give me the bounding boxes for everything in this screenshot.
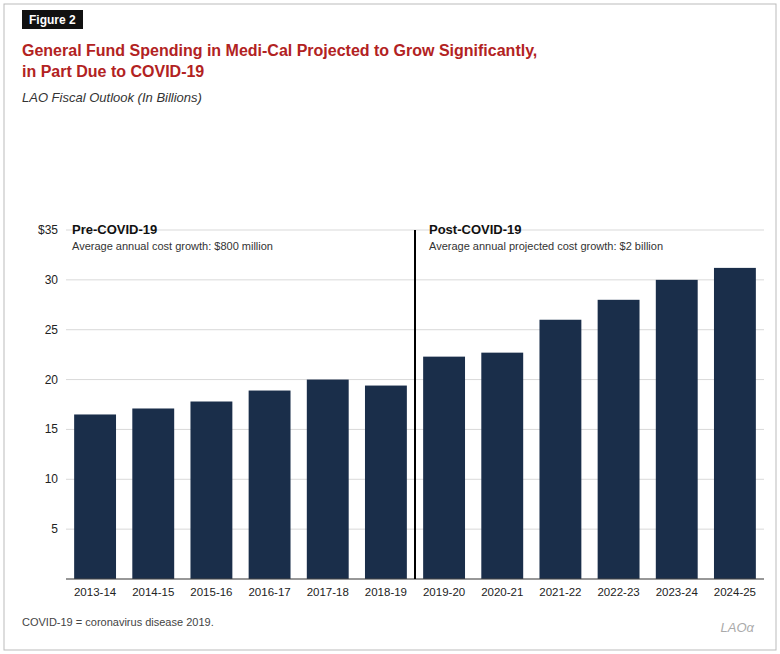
y-tick-label: $35 xyxy=(38,223,58,237)
x-tick-label: 2017-18 xyxy=(307,586,349,598)
border xyxy=(4,4,776,650)
annotation-text: Average annual projected cost growth: $2… xyxy=(429,240,663,252)
bar xyxy=(656,280,698,579)
bar xyxy=(307,380,349,579)
bar xyxy=(74,414,116,579)
x-tick-label: 2021-22 xyxy=(539,586,581,598)
subtitle: LAO Fiscal Outlook (In Billions) xyxy=(22,90,202,105)
divider xyxy=(414,230,416,579)
y-tick-label: 20 xyxy=(45,373,59,387)
x-tick-label: 2015-16 xyxy=(190,586,232,598)
bar xyxy=(481,353,523,579)
x-tick-label: 2018-19 xyxy=(365,586,407,598)
bar xyxy=(365,386,407,579)
bar xyxy=(190,402,232,579)
bar xyxy=(539,320,581,579)
x-tick-label: 2022-23 xyxy=(597,586,639,598)
annotation-label: Pre-COVID-19 xyxy=(72,222,157,237)
x-tick-label: 2013-14 xyxy=(74,586,117,598)
y-tick-label: 30 xyxy=(45,273,59,287)
x-tick-label: 2023-24 xyxy=(656,586,699,598)
y-tick-label: 10 xyxy=(45,472,59,486)
y-tick-label: 15 xyxy=(45,422,59,436)
x-tick-label: 2016-17 xyxy=(248,586,290,598)
bar xyxy=(132,408,174,579)
title: General Fund Spending in Medi-Cal Projec… xyxy=(22,42,537,59)
title: in Part Due to COVID-19 xyxy=(22,63,204,80)
y-tick-label: 25 xyxy=(45,323,59,337)
y-tick-label: 5 xyxy=(51,522,58,536)
footnote: COVID-19 = coronavirus disease 2019. xyxy=(22,616,214,628)
annotation-text: Average annual cost growth: $800 million xyxy=(72,240,273,252)
grid xyxy=(66,230,764,579)
x-tick-label: 2019-20 xyxy=(423,586,465,598)
annotation-label: Post-COVID-19 xyxy=(429,222,521,237)
x-tick-label: 2024-25 xyxy=(714,586,756,598)
x-tick-label: 2020-21 xyxy=(481,586,523,598)
bar xyxy=(423,357,465,579)
x-tick-label: 2014-15 xyxy=(132,586,174,598)
chart: Figure 2 General Fund Spending in Medi-Ca… xyxy=(0,0,780,654)
bar xyxy=(714,268,756,579)
figure-label-box xyxy=(22,10,83,29)
bar xyxy=(249,391,291,579)
figure-label: Figure 2 xyxy=(29,13,76,27)
bar xyxy=(598,300,640,579)
watermark: LAOα xyxy=(721,620,755,635)
